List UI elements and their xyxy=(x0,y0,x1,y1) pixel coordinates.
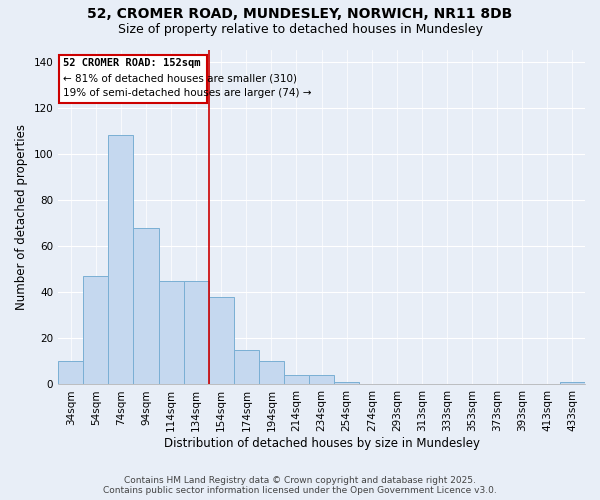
Bar xyxy=(284,375,309,384)
Bar xyxy=(83,276,109,384)
Bar xyxy=(560,382,585,384)
Bar xyxy=(184,280,209,384)
FancyBboxPatch shape xyxy=(59,54,208,103)
Text: 52 CROMER ROAD: 152sqm: 52 CROMER ROAD: 152sqm xyxy=(63,58,200,68)
Text: Size of property relative to detached houses in Mundesley: Size of property relative to detached ho… xyxy=(118,22,482,36)
Text: 19% of semi-detached houses are larger (74) →: 19% of semi-detached houses are larger (… xyxy=(63,88,311,98)
Y-axis label: Number of detached properties: Number of detached properties xyxy=(15,124,28,310)
Bar xyxy=(58,362,83,384)
Bar xyxy=(234,350,259,384)
Bar xyxy=(334,382,359,384)
Text: ← 81% of detached houses are smaller (310): ← 81% of detached houses are smaller (31… xyxy=(63,73,297,83)
Bar xyxy=(109,136,133,384)
X-axis label: Distribution of detached houses by size in Mundesley: Distribution of detached houses by size … xyxy=(164,437,479,450)
Text: 52, CROMER ROAD, MUNDESLEY, NORWICH, NR11 8DB: 52, CROMER ROAD, MUNDESLEY, NORWICH, NR1… xyxy=(88,8,512,22)
Text: Contains HM Land Registry data © Crown copyright and database right 2025.
Contai: Contains HM Land Registry data © Crown c… xyxy=(103,476,497,495)
Bar xyxy=(259,362,284,384)
Bar xyxy=(133,228,158,384)
Bar xyxy=(158,280,184,384)
Bar xyxy=(209,297,234,384)
Bar xyxy=(309,375,334,384)
